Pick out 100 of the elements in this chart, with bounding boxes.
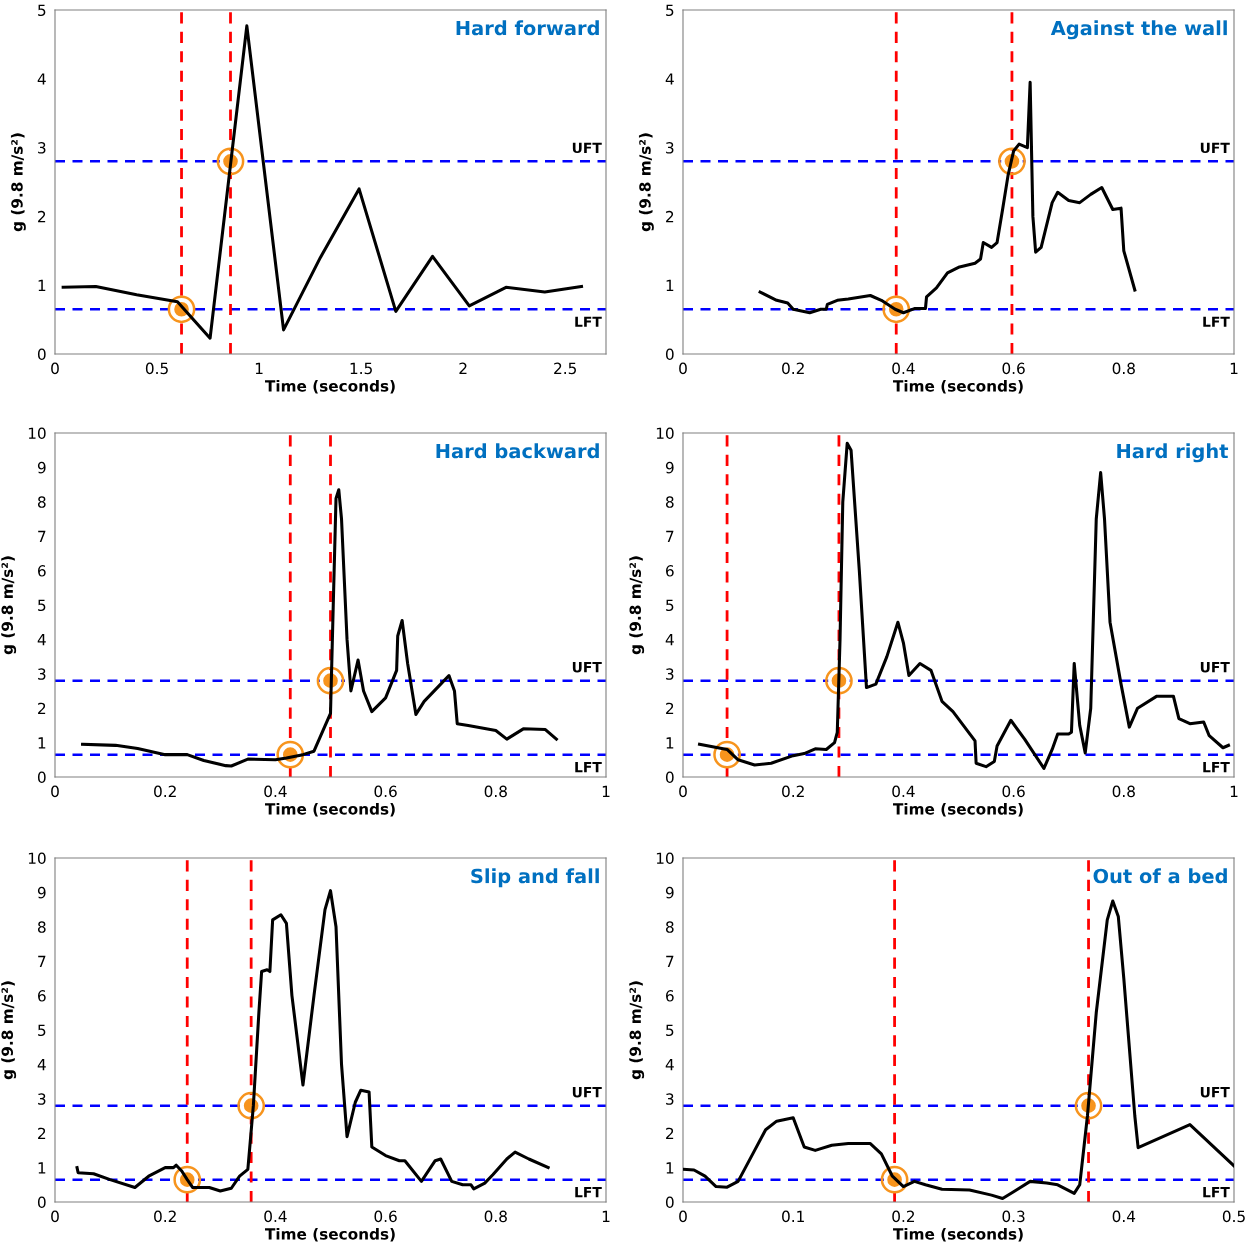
y-tick-label: 2 (666, 210, 674, 223)
y-axis-title: g (9.8 m/s²) (629, 556, 645, 655)
ref-line-label: LFT (1203, 316, 1230, 327)
y-tick-label: 8 (665, 921, 674, 933)
y-tick-label: 8 (37, 921, 46, 933)
y-tick-label: 5 (666, 1024, 674, 1037)
x-tick-label: 0.2 (892, 1210, 915, 1223)
y-tick-label: 6 (38, 990, 46, 1002)
y-tick-label: 10 (28, 852, 46, 865)
y-tick-label: 4 (665, 634, 674, 646)
y-tick-label: 0 (37, 1196, 46, 1209)
y-tick-label: 5 (38, 599, 46, 612)
y-tick-label: 0 (37, 771, 46, 784)
x-tick-label: 0.6 (1002, 362, 1025, 375)
x-tick-label: 0.4 (264, 1210, 287, 1223)
y-tick-label: 1 (38, 279, 46, 291)
x-tick-label: 1 (602, 785, 610, 797)
x-tick-label: 0 (51, 362, 59, 375)
y-tick-label: 3 (666, 668, 674, 680)
x-tick-label: 0.2 (782, 785, 804, 798)
x-tick-label: 0 (679, 362, 687, 375)
x-tick-label: 0 (51, 1210, 59, 1223)
ref-line-label: LFT (575, 762, 602, 773)
y-tick-label: 5 (666, 599, 674, 612)
y-tick-label: 0 (665, 1196, 674, 1209)
y-tick-label: 5 (38, 1024, 46, 1037)
y-tick-label: 3 (666, 1093, 674, 1105)
y-axis-title: g (9.8 m/s²) (629, 981, 645, 1080)
y-tick-label: 10 (656, 852, 674, 865)
text: Hard right (1117, 443, 1229, 463)
y-tick-label: 10 (28, 427, 46, 440)
x-tick-label: 0 (51, 785, 59, 798)
x-tick-label: 1 (1230, 362, 1238, 374)
y-tick-label: 5 (666, 4, 674, 17)
y-tick-label: 7 (666, 530, 674, 542)
x-axis-title: Time (seconds) (265, 1227, 395, 1242)
y-tick-label: 3 (666, 142, 674, 154)
x-axis-title: Time (seconds) (265, 802, 395, 817)
ref-line-label: LFT (1203, 762, 1230, 773)
y-tick-label: 2 (38, 1127, 46, 1139)
x-axis-title: Time (seconds) (893, 802, 1023, 817)
y-tick-label: 6 (38, 565, 46, 577)
y-tick-label: 2 (666, 1127, 674, 1139)
y-axis-title: g (9.8 m/s²) (1, 556, 17, 655)
y-tick-label: 10 (656, 427, 674, 440)
y-tick-label: 2 (38, 210, 46, 223)
y-axis-title: g (9.8 m/s²) (10, 133, 26, 232)
x-tick-label: 1 (255, 362, 263, 374)
y-axis-title: g (9.8 m/s²) (638, 133, 654, 232)
x-tick-label: 0.3 (1002, 1210, 1025, 1223)
chart-title: Hard backward (436, 443, 599, 459)
y-tick-label: 6 (666, 990, 674, 1002)
y-tick-label: 1 (38, 1162, 46, 1174)
y-tick-label: 3 (38, 1093, 46, 1105)
x-tick-label: 2 (459, 362, 467, 374)
y-tick-label: 1 (38, 737, 46, 749)
y-axis-title: g (9.8 m/s²) (1, 981, 17, 1080)
x-tick-label: 0.8 (484, 785, 507, 798)
ref-line-label: UFT (572, 142, 602, 154)
y-tick-label: 0 (37, 348, 46, 361)
x-tick-label: 2.5 (554, 362, 576, 375)
y-tick-label: 4 (37, 634, 46, 646)
y-tick-label: 4 (37, 73, 46, 85)
y-tick-label: 1 (666, 1162, 674, 1174)
x-tick-label: 0.4 (892, 785, 915, 798)
ref-line-label: UFT (572, 662, 602, 673)
x-axis-title: Time (seconds) (893, 1227, 1023, 1242)
y-tick-label: 4 (37, 1059, 46, 1071)
y-tick-label: 1 (666, 737, 674, 749)
chart-title: Out of a bed (1093, 868, 1227, 884)
y-tick-label: 8 (37, 496, 46, 508)
x-axis-title: Time (seconds) (265, 379, 395, 394)
y-tick-label: 3 (38, 142, 46, 154)
y-tick-label: 0 (665, 348, 674, 361)
x-tick-label: 0.2 (782, 362, 804, 375)
x-tick-label: 0.1 (782, 1210, 804, 1223)
y-tick-label: 0 (665, 771, 674, 784)
y-tick-label: 9 (665, 461, 674, 474)
ref-line-label: LFT (1203, 1187, 1230, 1198)
y-tick-label: 5 (38, 4, 46, 17)
y-tick-label: 9 (37, 886, 46, 899)
x-tick-label: 0.2 (154, 785, 176, 798)
ref-line-label: UFT (572, 1087, 602, 1098)
y-tick-label: 4 (665, 73, 674, 85)
x-tick-label: 1 (602, 1210, 610, 1222)
x-tick-label: 0.4 (892, 362, 915, 375)
y-tick-label: 9 (37, 461, 46, 474)
x-tick-label: 0.6 (374, 1210, 397, 1223)
x-tick-label: 0.8 (1112, 785, 1135, 798)
x-tick-label: 0.5 (145, 362, 168, 375)
ref-line-label: UFT (1200, 1087, 1230, 1098)
y-tick-label: 7 (38, 530, 46, 542)
ref-line-label: LFT (575, 1187, 602, 1198)
y-tick-label: 1 (666, 279, 674, 291)
ref-line-label: UFT (1200, 142, 1230, 154)
y-tick-label: 4 (665, 1059, 674, 1071)
x-tick-label: 0.5 (1222, 1210, 1245, 1223)
y-tick-label: 2 (666, 702, 674, 714)
y-tick-label: 3 (38, 668, 46, 680)
x-tick-label: 0 (679, 1210, 687, 1223)
